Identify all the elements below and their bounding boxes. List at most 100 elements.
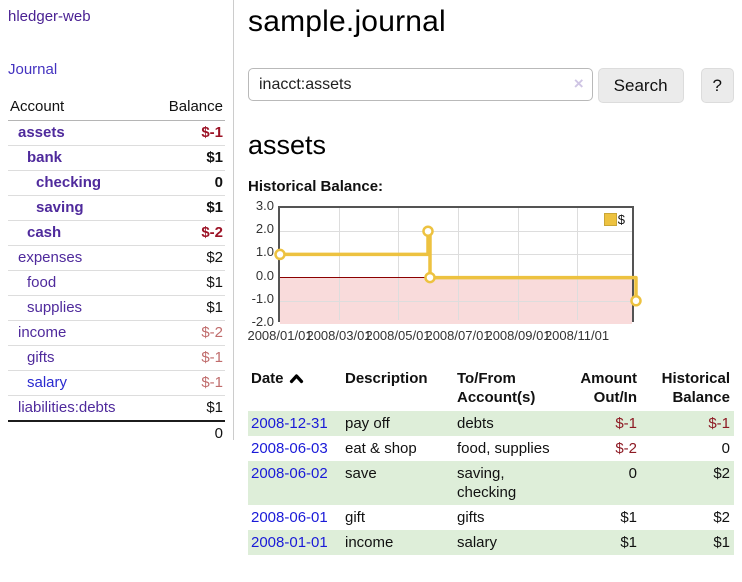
account-link-supplies[interactable]: supplies	[27, 299, 83, 316]
transaction-description: save	[345, 465, 377, 482]
transaction-accounts: food, supplies	[457, 440, 550, 457]
search-form: × Search ?	[248, 68, 734, 103]
transaction-balance: $2	[713, 509, 730, 526]
chart-title: Historical Balance:	[248, 178, 384, 195]
main-content: sample.journal × Search ? assets Histori…	[234, 0, 742, 582]
account-row-gifts: gifts $-1	[8, 346, 225, 371]
account-balance: $1	[206, 399, 223, 416]
account-link-cash[interactable]: cash	[27, 224, 62, 241]
gridline	[280, 301, 632, 302]
account-balance: $-1	[201, 349, 223, 366]
gridline	[458, 208, 459, 320]
transaction-amount: $-1	[615, 415, 637, 432]
data-point-marker	[274, 248, 286, 261]
transaction-amount: $1	[620, 534, 637, 551]
account-row-saving: saving $1	[8, 196, 225, 221]
account-row-expenses: expenses $2	[8, 246, 225, 271]
date-column-header[interactable]: Date	[248, 369, 345, 411]
data-point-marker	[422, 225, 434, 237]
transaction-amount: $-2	[615, 440, 637, 457]
y-tick-label: -1.0	[251, 291, 274, 306]
transaction-accounts: salary	[457, 534, 498, 551]
data-point-marker	[630, 295, 642, 307]
gridline	[339, 208, 340, 320]
clear-search-icon[interactable]: ×	[573, 74, 584, 93]
series-swatch-icon	[603, 213, 617, 226]
account-row-supplies: supplies $1	[8, 296, 225, 321]
account-link-expenses[interactable]: expenses	[18, 249, 83, 266]
account-link-saving[interactable]: saving	[36, 199, 84, 216]
transaction-date-link[interactable]: 2008-06-02	[251, 465, 328, 482]
gridline	[577, 208, 578, 320]
transaction-balance: $2	[713, 465, 730, 482]
account-balance: 0	[214, 174, 223, 191]
account-balance: $1	[206, 299, 223, 316]
register-row: 2008-01-01 income salary $1 $1	[248, 530, 734, 555]
transaction-accounts: debts	[457, 415, 494, 432]
search-box: ×	[248, 68, 593, 101]
account-link-bank[interactable]: bank	[27, 149, 63, 166]
sidebar-item-journal[interactable]: Journal	[8, 61, 58, 78]
transaction-amount: 0	[628, 465, 637, 482]
account-balance: $1	[206, 149, 223, 166]
plot-area[interactable]: $	[274, 206, 642, 324]
account-link-salary[interactable]: salary	[27, 374, 68, 391]
transaction-description: gift	[345, 509, 366, 526]
transaction-description: pay off	[345, 415, 390, 432]
account-row-checking: checking 0	[8, 171, 225, 196]
chart-legend: $	[601, 211, 627, 228]
account-heading: assets	[248, 130, 327, 160]
y-tick-label: 3.0	[255, 198, 274, 213]
x-tick-label: 2008/03/01	[306, 328, 372, 343]
account-link-liabilities-debts[interactable]: liabilities:debts	[18, 399, 116, 416]
account-balance: $-2	[201, 324, 223, 341]
transaction-date-link[interactable]: 2008-06-01	[251, 509, 328, 526]
accounts-table-header: Account Balance	[8, 94, 225, 121]
x-tick-label: 2008/11/01	[544, 328, 610, 343]
balance-series	[274, 225, 642, 307]
x-tick-label: 2008/07/01	[425, 328, 491, 343]
x-axis-labels: 2008/01/01 2008/03/01 2008/05/01 2008/07…	[247, 328, 636, 344]
accounts-column-header: To/From Account(s)	[457, 370, 536, 406]
account-link-assets[interactable]: assets	[18, 124, 65, 141]
x-tick-label: 2008/01/01	[247, 328, 313, 343]
account-column-header: Account	[10, 98, 65, 115]
register-row: 2008-12-31 pay off debts $-1 $-1	[248, 411, 734, 436]
transaction-date-link[interactable]: 2008-06-03	[251, 440, 328, 457]
amount-column-header: Amount Out/In	[580, 370, 637, 406]
transaction-accounts: saving, checking	[457, 465, 517, 501]
gridline	[518, 208, 519, 320]
account-row-salary: salary $-1	[8, 371, 225, 396]
account-balance: $-1	[201, 374, 223, 391]
account-link-checking[interactable]: checking	[36, 174, 102, 191]
help-button[interactable]: ?	[700, 68, 734, 103]
search-button[interactable]: Search	[597, 68, 684, 103]
balance-column-header: Historical Balance	[661, 370, 730, 406]
account-link-income[interactable]: income	[18, 324, 67, 341]
transaction-amount: $1	[620, 509, 637, 526]
transaction-date-link[interactable]: 2008-01-01	[251, 534, 328, 551]
transaction-balance: $-1	[708, 415, 730, 432]
account-balance: $-1	[201, 124, 223, 141]
gridline	[280, 254, 632, 255]
account-link-gifts[interactable]: gifts	[27, 349, 55, 366]
transaction-balance: 0	[721, 440, 730, 457]
accounts-table: Account Balance assets $-1 bank $1 check…	[8, 94, 225, 445]
account-balance: $1	[206, 274, 223, 291]
account-link-food[interactable]: food	[27, 274, 57, 291]
y-tick-label: 1.0	[255, 244, 274, 259]
historical-balance-chart: 3.0 2.0 1.0 0.0 -1.0 -2.0	[247, 198, 734, 349]
search-input[interactable]	[248, 68, 593, 101]
gridline	[398, 208, 399, 320]
transaction-accounts: gifts	[457, 509, 485, 526]
data-point-marker	[424, 271, 436, 284]
account-row-assets: assets $-1	[8, 121, 225, 146]
accounts-total-row: 0	[8, 420, 225, 445]
register-table: Date Description To/From Account(s) Amou…	[248, 369, 734, 555]
description-column-header: Description	[345, 370, 428, 387]
transaction-date-link[interactable]: 2008-12-31	[251, 415, 328, 432]
account-row-liabilities-debts: liabilities:debts $1	[8, 396, 225, 420]
account-row-income: income $-2	[8, 321, 225, 346]
y-tick-label: -2.0	[251, 314, 274, 329]
app-title-link[interactable]: hledger-web	[8, 8, 91, 25]
